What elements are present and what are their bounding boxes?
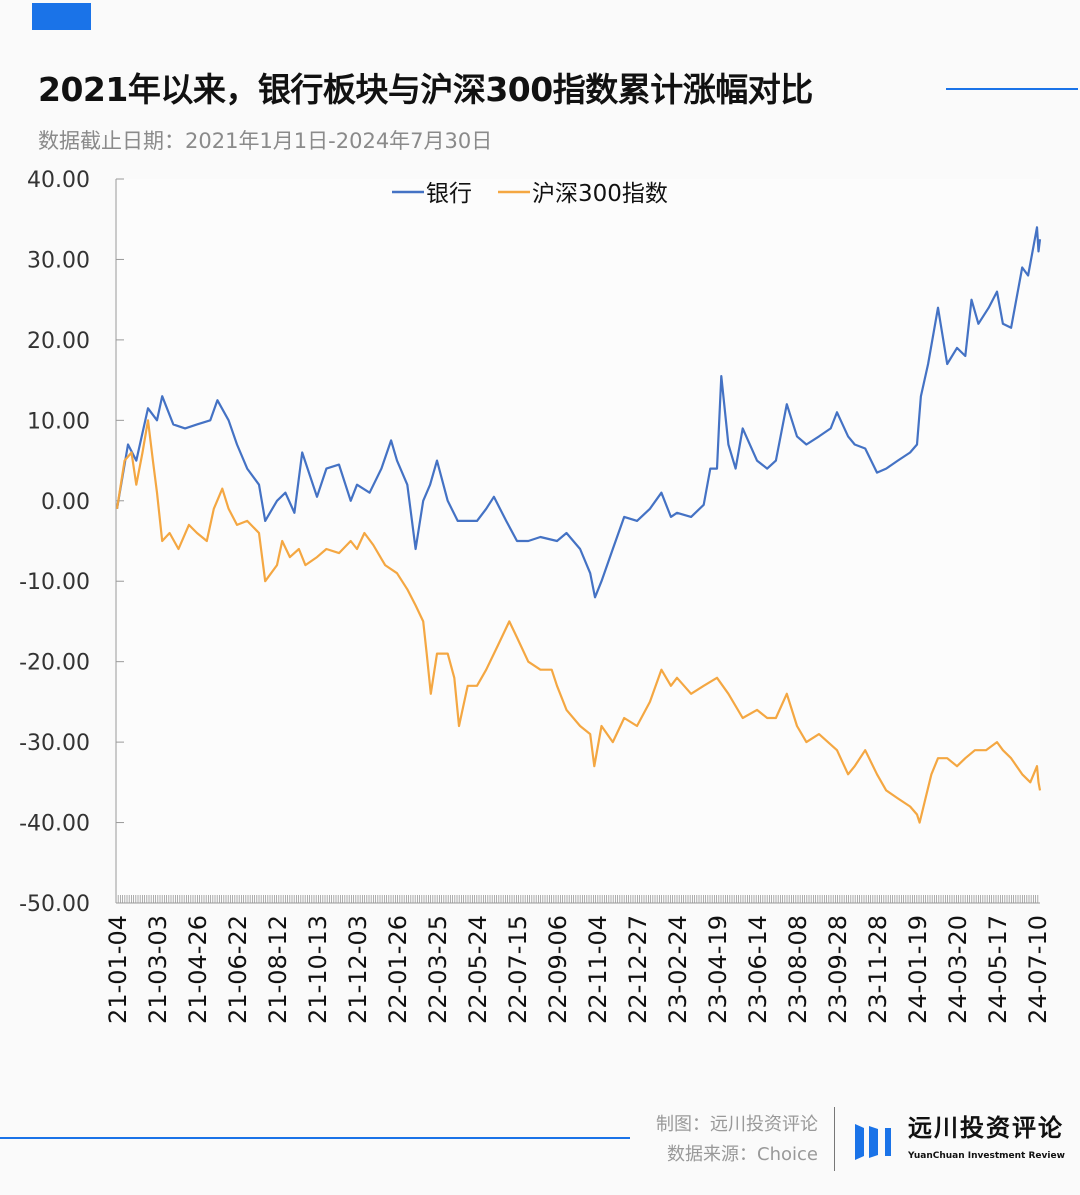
logo-icon bbox=[855, 1124, 891, 1160]
x-tick-label: 23-11-28 bbox=[864, 915, 892, 1024]
y-tick-label: -30.00 bbox=[19, 731, 90, 756]
y-tick-label: 10.00 bbox=[27, 409, 90, 434]
data-source: 数据来源：Choice bbox=[667, 1144, 818, 1165]
x-tick-label: 22-01-26 bbox=[384, 915, 412, 1024]
x-tick-label: 21-12-03 bbox=[344, 915, 372, 1024]
legend: 银行 沪深300指数 bbox=[392, 181, 668, 207]
y-tick-label: -10.00 bbox=[19, 570, 90, 595]
chart-title: 2021年以来，银行板块与沪深300指数累计涨幅对比 bbox=[38, 70, 813, 109]
x-tick-label: 21-03-03 bbox=[144, 915, 172, 1024]
y-tick-label: 0.00 bbox=[41, 490, 90, 515]
logo-text-en: YuanChuan Investment Review bbox=[908, 1151, 1065, 1161]
footer-divider bbox=[834, 1107, 835, 1171]
x-tick-label: 21-08-12 bbox=[264, 915, 292, 1024]
line-chart: 40.00 30.00 20.00 10.00 0.00 -10.00 -20.00 -30.… bbox=[19, 168, 1052, 1024]
footer-accent-line bbox=[0, 1137, 630, 1139]
x-tick-label: 24-01-19 bbox=[904, 915, 932, 1024]
x-tick-label: 21-01-04 bbox=[104, 915, 132, 1024]
maker-credit: 制图：远川投资评论 bbox=[656, 1114, 818, 1135]
plot-area bbox=[116, 179, 1040, 903]
y-tick-label: 20.00 bbox=[27, 329, 90, 354]
x-tick-label: 22-03-25 bbox=[424, 915, 452, 1024]
chart-subtitle: 数据截止日期：2021年1月1日-2024年7月30日 bbox=[38, 129, 493, 153]
header-accent-block bbox=[32, 3, 91, 30]
logo-text-cn: 远川投资评论 bbox=[908, 1114, 1064, 1142]
x-tick-label: 22-05-24 bbox=[464, 915, 492, 1024]
credits: 制图：远川投资评论 数据来源：Choice bbox=[656, 1110, 818, 1170]
x-tick-label: 23-09-28 bbox=[824, 915, 852, 1024]
x-axis-ticks bbox=[115, 895, 1039, 903]
x-tick-label: 23-02-24 bbox=[664, 915, 692, 1024]
y-tick-label: 40.00 bbox=[27, 168, 90, 193]
series-line-hs300 bbox=[115, 419, 1042, 824]
x-tick-label: 22-11-04 bbox=[584, 915, 612, 1024]
x-tick-label: 23-04-19 bbox=[704, 915, 732, 1024]
title-accent-line bbox=[946, 88, 1078, 90]
x-tick-label: 24-07-10 bbox=[1024, 915, 1052, 1024]
x-tick-label: 23-08-08 bbox=[784, 915, 812, 1024]
x-tick-label: 21-06-22 bbox=[224, 915, 252, 1024]
y-tick-label: -50.00 bbox=[19, 892, 90, 917]
x-tick-label: 22-09-06 bbox=[544, 915, 572, 1024]
x-tick-label: 23-06-14 bbox=[744, 915, 772, 1024]
legend-label-bank: 银行 bbox=[426, 181, 472, 207]
y-tick-label: -20.00 bbox=[19, 651, 90, 676]
x-tick-label: 24-05-17 bbox=[984, 915, 1012, 1024]
x-tick-label: 24-03-20 bbox=[944, 915, 972, 1024]
y-tick-label: -40.00 bbox=[19, 812, 90, 837]
x-tick-label: 22-12-27 bbox=[624, 915, 652, 1024]
x-tick-label: 21-10-13 bbox=[304, 915, 332, 1024]
series-line-bank bbox=[115, 226, 1042, 599]
x-tick-label: 21-04-26 bbox=[184, 915, 212, 1024]
y-tick-label: 30.00 bbox=[27, 248, 90, 273]
x-tick-label: 22-07-15 bbox=[504, 915, 532, 1024]
legend-label-hs300: 沪深300指数 bbox=[532, 181, 668, 207]
